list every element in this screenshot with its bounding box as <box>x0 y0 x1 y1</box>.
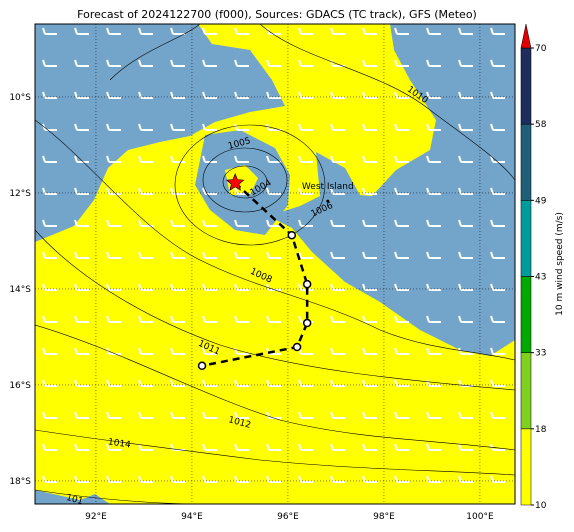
wind-barbs <box>35 24 515 504</box>
storm-position <box>225 173 245 191</box>
colorbar-tick-label: 49 <box>535 196 547 206</box>
storm-position <box>302 279 312 289</box>
y-tick-label: 14°S <box>9 285 31 295</box>
colorbar-segment <box>520 123 532 201</box>
colorbar-label: 10 m wind speed (m/s) <box>555 212 565 316</box>
storm-position <box>287 230 297 240</box>
colorbar-tick-label: 33 <box>535 349 546 359</box>
track-line <box>201 181 309 367</box>
contour-label: 101 <box>65 493 84 507</box>
storm-position <box>292 342 302 352</box>
colorbar-tick-label: 70 <box>535 44 547 54</box>
colorbar-segment <box>520 200 532 277</box>
colorbar-extend <box>520 23 532 49</box>
colorbar-tick-label: 43 <box>535 273 546 283</box>
y-tick-label: 10°S <box>9 93 31 103</box>
x-tick-label: 94°E <box>181 512 203 522</box>
map-title: Forecast of 2024122700 (f000), Sources: … <box>77 8 477 21</box>
place-label: West Island <box>302 182 354 192</box>
colorbar-segment <box>520 352 532 430</box>
x-tick-label: 100°E <box>466 512 494 522</box>
storm-position <box>197 361 207 371</box>
colorbar-tick-label: 18 <box>535 425 547 435</box>
x-tick-label: 92°E <box>85 512 107 522</box>
colorbar-segment <box>520 47 532 125</box>
contour-label: 1014 <box>107 437 131 450</box>
x-tick-label: 98°E <box>373 512 395 522</box>
colorbar-segment <box>520 276 532 353</box>
y-tick-label: 12°S <box>9 189 31 199</box>
colorbar-tick-label: 10 <box>535 501 547 511</box>
map-area: 10101005100410061008101110121014101West … <box>35 24 515 507</box>
storm-position <box>302 318 312 328</box>
grid <box>35 24 515 504</box>
place-marker <box>326 199 330 203</box>
contours <box>35 24 515 504</box>
x-tick-label: 96°E <box>277 512 299 522</box>
colorbar-segment <box>520 428 532 506</box>
y-tick-label: 16°S <box>9 381 31 391</box>
map-frame <box>34 23 516 505</box>
y-tick-label: 18°S <box>9 477 31 487</box>
colorbar-tick-label: 58 <box>535 120 547 130</box>
